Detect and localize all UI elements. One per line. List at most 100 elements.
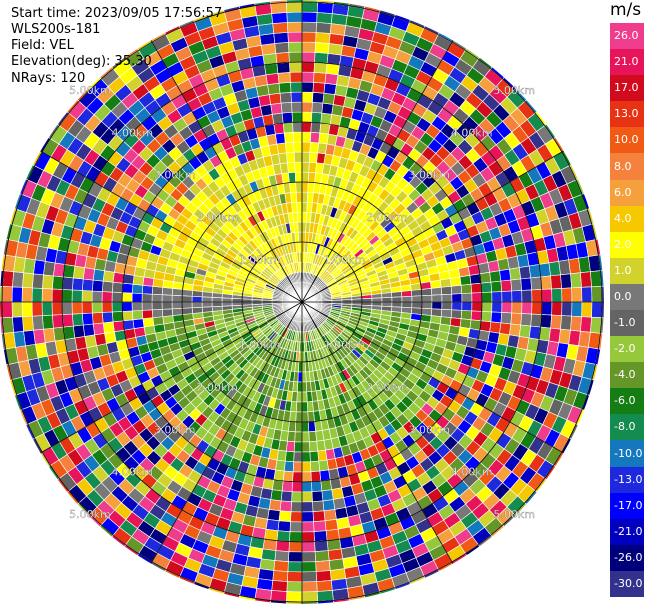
velocity-gate — [270, 590, 288, 602]
velocity-gate — [301, 161, 310, 173]
velocity-gate — [293, 441, 303, 453]
velocity-gate — [141, 293, 153, 303]
velocity-gate — [311, 111, 323, 124]
velocity-gate — [561, 287, 573, 303]
velocity-gate — [281, 111, 293, 124]
velocity-gate — [530, 313, 542, 328]
velocity-gate — [285, 601, 303, 604]
velocity-gate — [351, 298, 363, 303]
velocity-gate — [181, 301, 193, 309]
velocity-gate — [518, 324, 532, 339]
velocity-gate — [311, 101, 324, 114]
velocity-gate — [101, 311, 114, 324]
velocity-gate — [479, 320, 492, 333]
velocity-gate — [276, 62, 291, 74]
velocity-gate — [313, 530, 328, 542]
velocity-gate — [122, 319, 135, 331]
colorbar-tick-label: -8.0 — [614, 420, 636, 434]
velocity-gate — [290, 91, 303, 103]
velocity-gate — [290, 81, 303, 93]
velocity-gate — [301, 111, 313, 123]
range-ring-label: 4.00km — [451, 126, 493, 139]
velocity-gate — [461, 292, 473, 303]
velocity-gate — [41, 301, 53, 316]
velocity-gate — [22, 272, 34, 289]
velocity-gate — [481, 291, 493, 303]
velocity-gate — [301, 431, 310, 443]
velocity-gate — [287, 31, 303, 43]
velocity-gate — [280, 490, 293, 503]
velocity-gate — [288, 41, 303, 53]
velocity-gate — [171, 301, 183, 310]
range-ring-label: 5.00km — [493, 508, 535, 521]
colorbar-tick-label: -17.0 — [614, 498, 643, 512]
velocity-gate — [471, 301, 483, 312]
velocity-gate — [301, 491, 313, 503]
velocity-gate — [268, 499, 282, 512]
colorbar-tick-label: 8.0 — [614, 159, 632, 173]
velocity-gate — [265, 518, 280, 532]
velocity-gate — [111, 291, 123, 303]
velocity-gate — [291, 481, 303, 493]
velocity-gate — [289, 531, 303, 543]
range-ring-label: 2.00km — [366, 381, 408, 394]
velocity-gate — [277, 71, 291, 84]
elevation-label: Elevation(deg): 35.30 — [11, 54, 152, 69]
colorbar-tick-label: -10.0 — [614, 446, 643, 460]
velocity-gate — [71, 313, 84, 327]
velocity-gate — [312, 500, 325, 513]
velocity-gate — [451, 293, 463, 303]
velocity-gate — [551, 301, 563, 316]
velocity-gate — [301, 561, 317, 573]
velocity-gate — [461, 301, 473, 312]
velocity-gate — [301, 501, 314, 513]
velocity-gate — [411, 301, 423, 309]
velocity-gate — [301, 401, 309, 413]
velocity-gate — [271, 12, 288, 24]
velocity-gate — [361, 298, 373, 303]
velocity-gate — [277, 520, 291, 533]
velocity-gate — [291, 491, 303, 503]
velocity-gate — [489, 270, 502, 283]
velocity-gate — [101, 280, 114, 293]
velocity-gate — [301, 41, 316, 53]
velocity-gate — [290, 501, 303, 513]
velocity-gate — [541, 288, 553, 303]
colorbar-tick-label: 10.0 — [614, 133, 639, 147]
velocity-gate — [275, 132, 286, 145]
colorbar-tick-label: 6.0 — [614, 185, 632, 199]
velocity-gate — [531, 289, 543, 303]
velocity-gate — [500, 279, 513, 292]
velocity-gate — [2, 270, 14, 288]
velocity-gate — [310, 121, 322, 134]
velocity-gate — [301, 201, 308, 213]
velocity-gate — [319, 469, 331, 482]
velocity-gate — [292, 131, 303, 143]
velocity-gate — [284, 450, 295, 463]
velocity-gate — [51, 301, 63, 316]
velocity-gate — [371, 297, 383, 303]
velocity-gate — [280, 101, 293, 114]
velocity-gate — [509, 267, 522, 281]
velocity-gate — [141, 309, 154, 320]
velocity-gate — [287, 21, 303, 33]
velocity-gate — [231, 301, 243, 306]
velocity-gate — [301, 31, 317, 43]
velocity-gate — [294, 421, 303, 433]
velocity-gate — [161, 301, 173, 310]
velocity-gate — [306, 401, 314, 413]
range-ring-label: 1.00km — [239, 254, 281, 267]
range-ring-label: 2.00km — [196, 211, 238, 224]
velocity-gate — [81, 290, 93, 303]
velocity-gate — [316, 590, 334, 602]
velocity-gate — [72, 265, 86, 280]
colorbar-tick-label: 4.0 — [614, 211, 632, 225]
velocity-gate — [91, 301, 103, 314]
velocity-gate — [295, 411, 303, 423]
velocity-gate — [91, 279, 104, 292]
velocity-gate — [315, 32, 331, 44]
colorbar-tick-label: -4.0 — [614, 368, 636, 382]
velocity-gate — [274, 42, 290, 54]
velocity-gate — [270, 102, 283, 115]
velocity-gate — [268, 92, 282, 105]
